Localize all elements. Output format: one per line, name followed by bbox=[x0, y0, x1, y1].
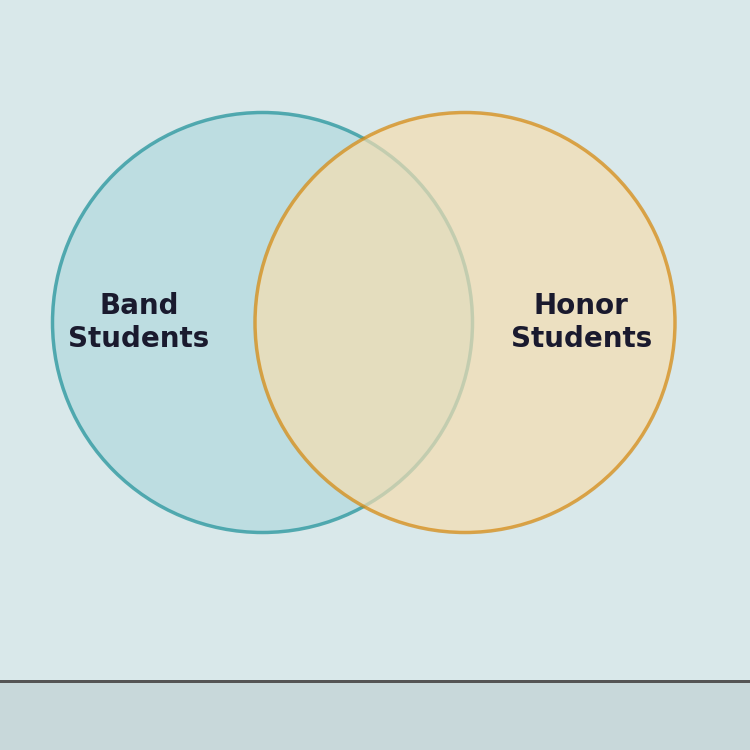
Text: Band
Students: Band Students bbox=[68, 292, 209, 352]
Text: Honor
Students: Honor Students bbox=[511, 292, 652, 352]
Circle shape bbox=[53, 112, 473, 532]
Bar bbox=[0, 680, 750, 682]
Circle shape bbox=[255, 112, 675, 532]
Bar bbox=[0, 682, 750, 750]
